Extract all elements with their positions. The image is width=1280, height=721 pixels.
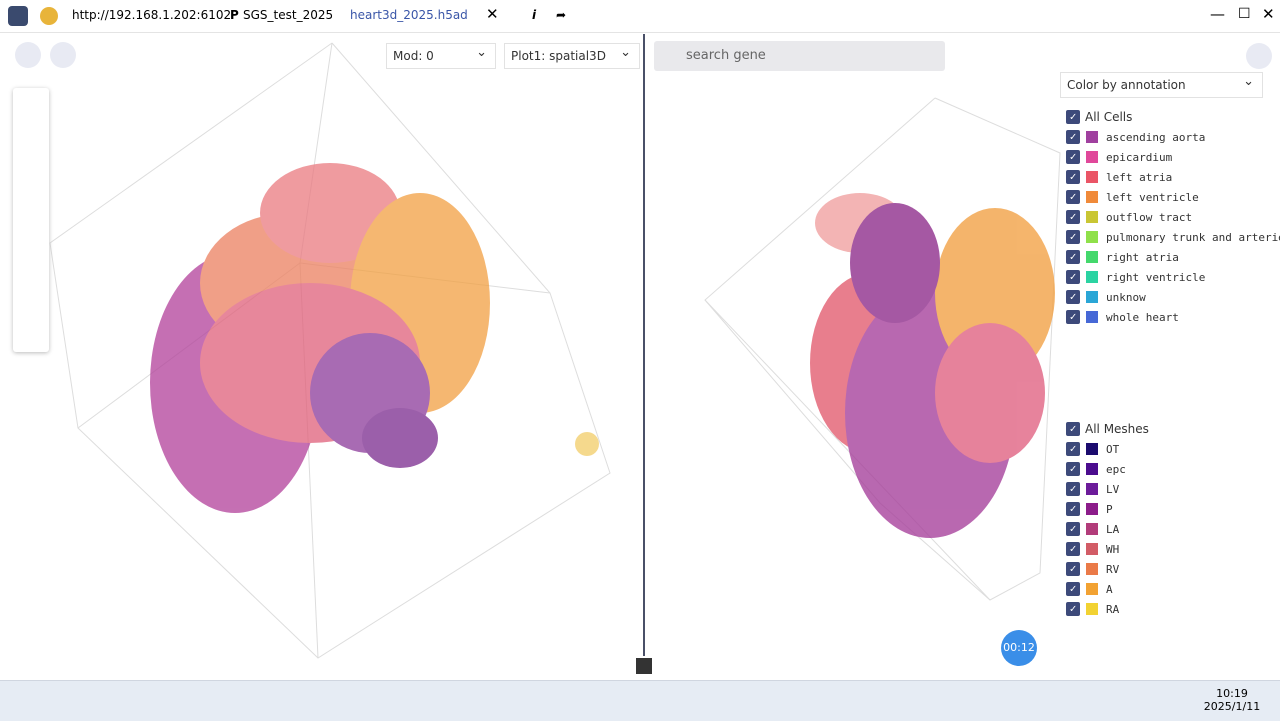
app-icon[interactable] xyxy=(8,6,28,26)
grid-button[interactable] xyxy=(636,658,652,674)
checkbox[interactable]: ✓ xyxy=(1066,482,1080,496)
profile-icon[interactable] xyxy=(40,7,58,25)
maximize[interactable]: ☐ xyxy=(1238,6,1251,22)
swatch xyxy=(1086,463,1098,475)
item-label: whole heart xyxy=(1106,311,1179,324)
item-label: epc xyxy=(1106,463,1126,476)
swatch xyxy=(1086,543,1098,555)
address[interactable]: http://192.168.1.202:6102 xyxy=(72,8,232,22)
group-title: All Cells xyxy=(1085,110,1133,124)
clock[interactable]: 10:19 2025/1/11 xyxy=(1200,687,1264,713)
checkbox[interactable]: ✓ xyxy=(1066,210,1080,224)
swatch xyxy=(1086,443,1098,455)
item-label: P xyxy=(1106,503,1113,516)
item-label: left atria xyxy=(1106,171,1173,184)
swatch xyxy=(1086,271,1098,283)
browser-bar: http://192.168.1.202:6102 P SGS_test_202… xyxy=(0,0,1280,33)
minimize[interactable]: — xyxy=(1210,5,1225,23)
swatch xyxy=(1086,191,1098,203)
swatch xyxy=(1086,523,1098,535)
tab[interactable]: heart3d_2025.h5ad xyxy=(350,8,468,22)
checkbox[interactable]: ✓ xyxy=(1066,110,1080,124)
swatch xyxy=(1086,503,1098,515)
item-label: LA xyxy=(1106,523,1120,536)
close-tab[interactable]: ✕ xyxy=(486,5,499,23)
checkbox[interactable]: ✓ xyxy=(1066,190,1080,204)
item-label: WH xyxy=(1106,543,1120,556)
item-label: epicardium xyxy=(1106,151,1173,164)
mesh-3d xyxy=(810,193,1055,538)
tab[interactable]: SGS_test_2025 xyxy=(243,8,334,22)
swatch xyxy=(1086,563,1098,575)
swatch xyxy=(1086,483,1098,495)
item-label: RA xyxy=(1106,603,1120,616)
item-label: RV xyxy=(1106,563,1120,576)
checkbox[interactable]: ✓ xyxy=(1066,290,1080,304)
swatch xyxy=(1086,151,1098,163)
item-label: right atria xyxy=(1106,251,1179,264)
plot-select[interactable]: Plot1: spatial3D xyxy=(504,43,640,69)
item-label: ascending aorta xyxy=(1106,131,1206,144)
checkbox[interactable]: ✓ xyxy=(1066,602,1080,616)
checkbox[interactable]: ✓ xyxy=(1066,582,1080,596)
search-gene[interactable]: search gene xyxy=(654,41,945,71)
swatch xyxy=(1086,311,1098,323)
item-label: A xyxy=(1106,583,1113,596)
close-window[interactable]: ✕ xyxy=(1262,5,1275,23)
time: 10:19 xyxy=(1216,687,1248,700)
tool-rail xyxy=(13,88,49,352)
bounding-box xyxy=(704,97,1061,601)
swatch xyxy=(1086,583,1098,595)
item-label: LV xyxy=(1106,483,1120,496)
checkbox[interactable]: ✓ xyxy=(1066,502,1080,516)
checkbox[interactable]: ✓ xyxy=(1066,310,1080,324)
group-title: All Meshes xyxy=(1085,422,1149,436)
tab-icon: P xyxy=(230,8,239,22)
checkbox[interactable]: ✓ xyxy=(1066,422,1080,436)
checkbox[interactable]: ✓ xyxy=(1066,562,1080,576)
item-label: OT xyxy=(1106,443,1120,456)
layers-button[interactable] xyxy=(15,42,41,68)
checkbox[interactable]: ✓ xyxy=(1066,150,1080,164)
collapse-button[interactable] xyxy=(1246,43,1272,69)
checkbox[interactable]: ✓ xyxy=(1066,170,1080,184)
info-button[interactable]: i xyxy=(532,8,537,22)
checkbox[interactable]: ✓ xyxy=(1066,130,1080,144)
item-label: left ventricle xyxy=(1106,191,1199,204)
checkbox[interactable]: ✓ xyxy=(1066,442,1080,456)
item-label: unknow xyxy=(1106,291,1146,304)
swatch xyxy=(1086,291,1098,303)
share-button[interactable]: ➦ xyxy=(556,8,567,22)
checkbox[interactable]: ✓ xyxy=(1066,542,1080,556)
swatch xyxy=(1086,251,1098,263)
viewports xyxy=(49,42,1061,659)
checkbox[interactable]: ✓ xyxy=(1066,230,1080,244)
cursor-highlight xyxy=(575,432,599,456)
divider[interactable] xyxy=(643,34,645,656)
date: 2025/1/11 xyxy=(1203,700,1261,713)
checkbox[interactable]: ✓ xyxy=(1066,462,1080,476)
swatch xyxy=(1086,603,1098,615)
color-select[interactable]: Color by annotation xyxy=(1060,72,1263,98)
checkbox[interactable]: ✓ xyxy=(1066,270,1080,284)
checkbox[interactable]: ✓ xyxy=(1066,522,1080,536)
item-label: right ventricle xyxy=(1106,271,1206,284)
swatch xyxy=(1086,231,1098,243)
taskbar: 10:19 2025/1/11 xyxy=(0,680,1280,721)
swatch xyxy=(1086,211,1098,223)
item-label: pulmonary trunk and arteries xyxy=(1106,231,1280,244)
mod-select[interactable]: Mod: 0 xyxy=(386,43,496,69)
swatch xyxy=(1086,131,1098,143)
item-label: outflow tract xyxy=(1106,211,1193,224)
mesh-3d xyxy=(150,163,490,513)
swatch xyxy=(1086,171,1098,183)
pause-button[interactable] xyxy=(50,42,76,68)
timer: 00:12 xyxy=(1001,630,1037,666)
checkbox[interactable]: ✓ xyxy=(1066,250,1080,264)
